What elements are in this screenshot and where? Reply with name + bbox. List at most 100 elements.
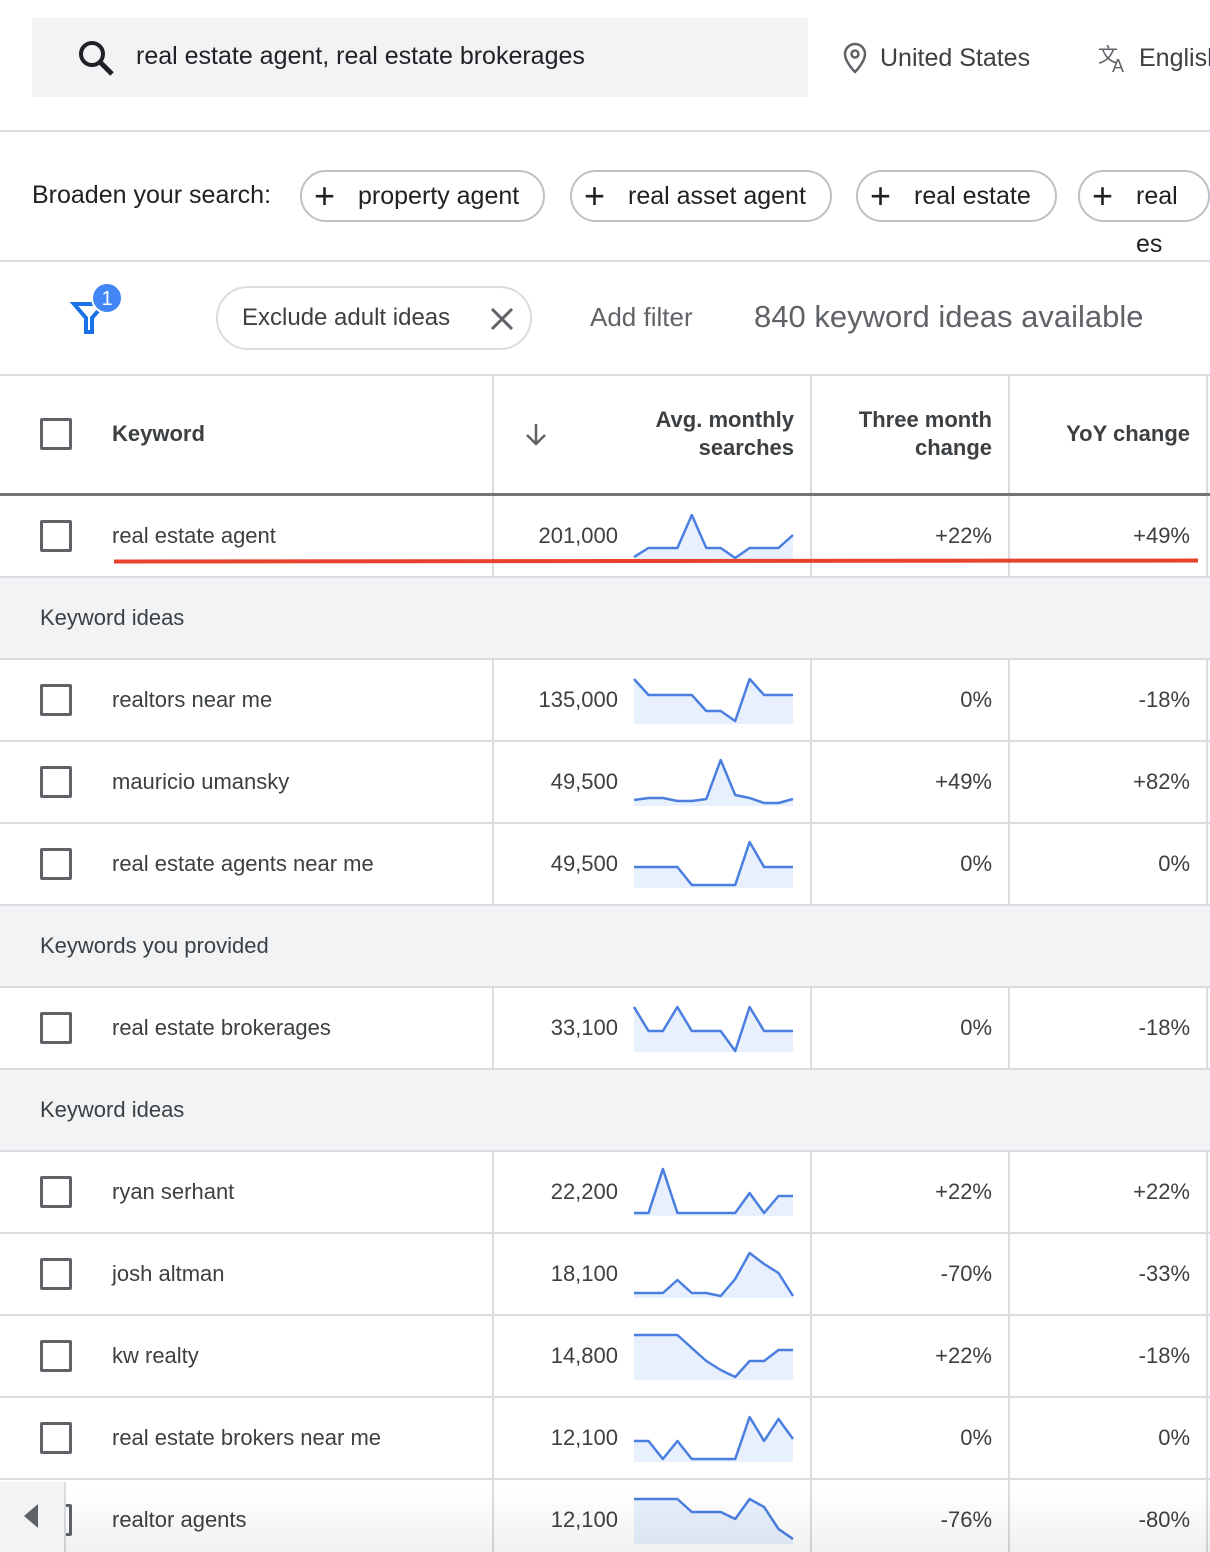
keyword: ryan serhant [112, 1179, 235, 1204]
search-query: real estate agent, real estate brokerage… [136, 42, 585, 70]
divider [0, 260, 1210, 262]
col-border [492, 660, 494, 740]
avg-searches: 33,100 [550, 1015, 618, 1040]
col-border [492, 824, 494, 904]
keyword: real estate agent [112, 523, 276, 548]
sort-icon[interactable] [524, 422, 548, 448]
keyword: realtors near me [112, 687, 273, 712]
section-label: Keyword ideas [40, 605, 185, 630]
three-month-change: 0% [960, 1015, 992, 1040]
row-checkbox[interactable] [40, 1012, 72, 1044]
yoy-change: +49% [1133, 523, 1190, 548]
section-label: Keyword ideas [40, 1097, 185, 1122]
broaden-label: Broaden your search: [32, 181, 272, 209]
filter-icon[interactable]: 1 [70, 282, 126, 338]
avg-searches: 18,100 [550, 1261, 618, 1286]
section-label: Keywords you provided [40, 933, 269, 958]
col-border [1008, 988, 1010, 1068]
close-icon[interactable] [490, 307, 514, 331]
header-searches[interactable]: Avg. monthly searches [655, 407, 794, 460]
row-checkbox[interactable] [40, 1340, 72, 1372]
divider [0, 130, 1210, 132]
filter-chip-label: Exclude adult ideas [242, 304, 451, 331]
col-border [492, 1480, 494, 1552]
row-checkbox[interactable] [40, 684, 72, 716]
plus-icon: + [584, 175, 606, 216]
three-month-change: +22% [935, 523, 992, 548]
keyword-row: ryan serhant 22,200 +22% +22% [0, 1152, 1210, 1234]
three-month-change: +49% [935, 769, 992, 794]
sparkline [633, 677, 793, 724]
location[interactable]: United States [880, 44, 1031, 72]
sparkline [634, 1333, 793, 1380]
add-filter[interactable]: Add filter [590, 302, 693, 332]
sparkline [634, 1497, 794, 1544]
yoy-change: -18% [1138, 1343, 1190, 1368]
col-border [1206, 988, 1208, 1068]
sparkline [634, 1167, 793, 1216]
plus-icon: + [314, 175, 336, 216]
svg-text:A: A [1112, 56, 1124, 74]
row-checkbox[interactable] [40, 848, 72, 880]
keyword: josh altman [112, 1261, 225, 1286]
three-month-change: 0% [960, 851, 992, 876]
header-keyword[interactable]: Keyword [112, 421, 205, 446]
suggestion-chip[interactable]: + real estate [856, 170, 1057, 222]
select-all-checkbox[interactable] [40, 418, 72, 450]
yoy-change: -33% [1138, 1261, 1190, 1286]
col-border [492, 988, 494, 1068]
section-row: Keyword ideas [0, 578, 1210, 660]
col-border [1008, 660, 1010, 740]
col-border [492, 742, 494, 822]
avg-searches: 14,800 [550, 1343, 618, 1368]
keyword-row: josh altman 18,100 -70% -33% [0, 1234, 1210, 1316]
svg-text:文: 文 [1098, 44, 1118, 67]
sparkline-line [633, 677, 793, 723]
table-header: Keyword Avg. monthly searches Three mont… [0, 376, 1210, 496]
three-month-change: +22% [935, 1179, 992, 1204]
chip-label: real es [1136, 182, 1178, 258]
sparkline [634, 1251, 795, 1298]
suggestion-chip[interactable]: + real es [1078, 170, 1210, 258]
search-icon [79, 41, 114, 76]
keyword-row: mauricio umansky 49,500 +49% +82% [0, 742, 1210, 824]
col-border [1008, 376, 1010, 493]
location-icon [843, 42, 867, 74]
language[interactable]: English [1139, 44, 1210, 72]
chip-label: real asset agent [628, 182, 806, 210]
avg-searches: 49,500 [550, 851, 618, 876]
keyword-row: real estate agents near me 49,500 0% 0% [0, 824, 1210, 906]
header-yoy[interactable]: YoY change [1066, 421, 1190, 446]
col-border [1206, 1316, 1208, 1396]
plus-icon: + [870, 175, 892, 216]
filter-badge: 1 [101, 288, 112, 310]
scroll-left[interactable] [0, 1482, 66, 1552]
filter-chip[interactable]: Exclude adult ideas [216, 286, 532, 350]
row-checkbox[interactable] [40, 520, 72, 552]
three-month-change: +22% [935, 1343, 992, 1368]
language-icon: 文A [1098, 44, 1124, 74]
col-border [1206, 742, 1208, 822]
keyword: kw realty [112, 1343, 199, 1368]
col-border [810, 988, 812, 1068]
row-checkbox[interactable] [40, 1176, 72, 1208]
search-box[interactable]: real estate agent, real estate brokerage… [32, 18, 808, 97]
col-border [810, 1398, 812, 1478]
bottom-fade [64, 1490, 1210, 1552]
sparkline-area [634, 1417, 793, 1462]
avg-searches: 12,100 [551, 1480, 618, 1552]
suggestion-chip[interactable]: + real asset agent [570, 170, 832, 222]
three-month-change: 0% [960, 1425, 992, 1450]
row-checkbox[interactable] [40, 1422, 72, 1454]
row-checkbox[interactable] [40, 1258, 72, 1290]
header-three-month[interactable]: Three month change [858, 407, 992, 460]
col-border [1008, 824, 1010, 904]
sparkline [633, 1005, 793, 1053]
suggestion-chip[interactable]: + property agent [300, 170, 546, 222]
col-border [1008, 1152, 1010, 1232]
col-border [492, 1398, 494, 1478]
sparkline-area [634, 515, 793, 560]
row-checkbox[interactable] [40, 766, 72, 798]
sparkline-line [633, 513, 794, 560]
